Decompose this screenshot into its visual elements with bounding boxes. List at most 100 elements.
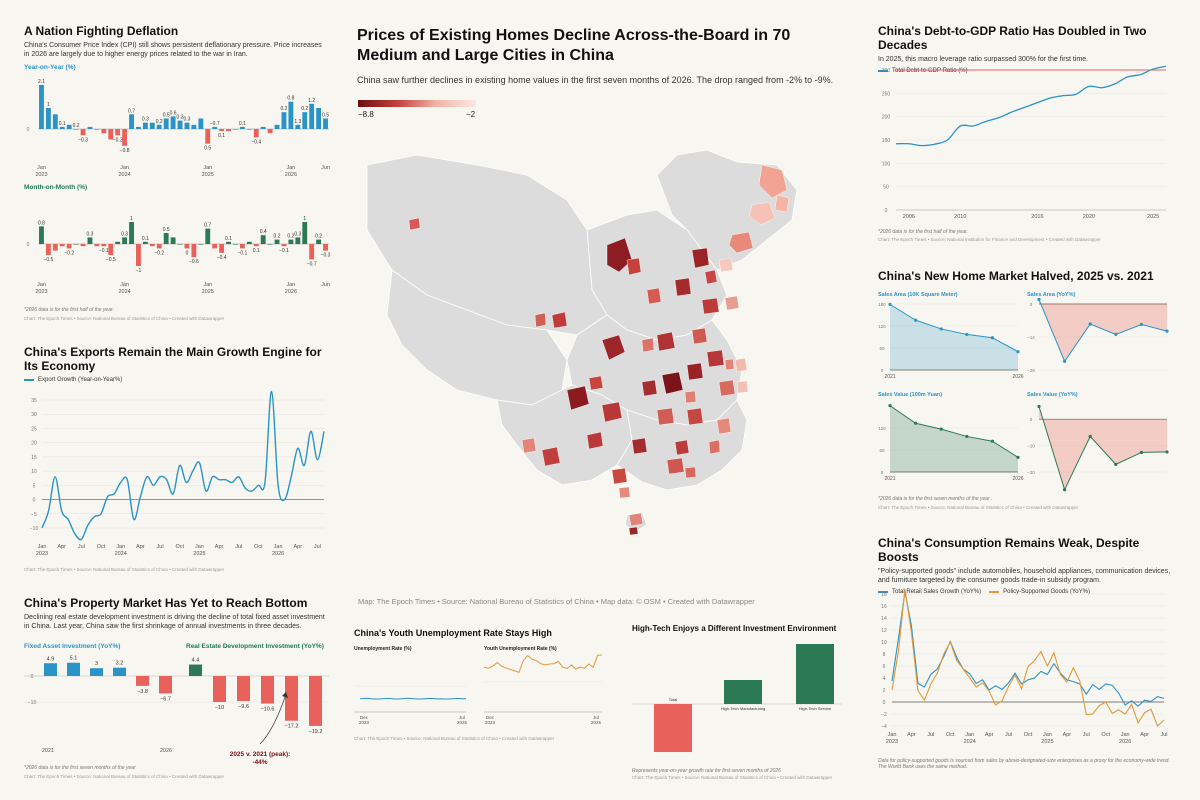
consumption-x-tick: Apr [985, 732, 994, 738]
fai-bar [136, 676, 149, 686]
cpi_yoy-bar [267, 129, 273, 134]
consumption-y-tick: 10 [881, 640, 887, 646]
map-city-chongqing [601, 401, 623, 423]
hightech-category-label: Total [669, 697, 678, 702]
sales_area_yoy-point [1063, 359, 1067, 363]
cpi_mom-data-label: −0.2 [64, 250, 74, 256]
map-city-xining [534, 312, 547, 328]
cpi_mom-x-tick: Jan [120, 282, 129, 288]
map-legend-gradient [358, 100, 476, 107]
debt-legend-label: Total Debt-to-GDP Ratio (%) [892, 68, 968, 74]
cpi_mom-bar [177, 244, 183, 245]
cpi_mom-bar [87, 237, 93, 244]
fai-data-label: −3.8 [137, 689, 148, 695]
cpi_yoy-data-label: 2.1 [38, 79, 45, 85]
cpi_yoy-bar [163, 118, 169, 129]
map-city-dalian [718, 257, 734, 273]
consumption-y-tick: 8 [883, 652, 886, 658]
cpi_mom-data-label: −0.1 [99, 248, 109, 254]
cpi_yoy-bar [115, 129, 121, 136]
fai-bar [159, 676, 172, 694]
cpi_yoy-data-label: 0.5 [322, 113, 329, 119]
deflation-title: A Nation Fighting Deflation [24, 24, 179, 38]
sales_area-y-tick: 180 [878, 302, 886, 307]
legend-label-retail: Total Retail Sales Growth (YoY%) [892, 589, 982, 595]
debt-chart: 0 50 100 150 200 250 300 2006 2010 2016 2020 2025 [882, 65, 1167, 220]
sales_value-point [888, 404, 892, 408]
fai-bar [44, 663, 57, 676]
map-source: Map: The Epoch Times • Source: National … [358, 597, 755, 606]
cpi_yoy-data-label: 0.2 [156, 119, 163, 125]
deflation-desc: China's Consumer Price Index (CPI) still… [24, 42, 322, 58]
exports-x-tick: Jul [314, 544, 321, 550]
cpi_yoy-data-label: 0.1 [239, 121, 246, 127]
cpi_yoy-data-label: 1.3 [294, 119, 301, 125]
fai-data-label: 3 [95, 661, 98, 667]
exports-title: China's Exports Remain the Main Growth E… [24, 345, 322, 373]
youth-source: Chart: The Epoch Times • Source: Nationa… [354, 736, 555, 741]
cpi_mom-bar [108, 244, 114, 255]
cpi_yoy-data-label: 0.3 [177, 115, 184, 121]
fai-bar [90, 668, 103, 676]
cpi_mom-bar [66, 244, 72, 249]
cpi_mom-bar [302, 222, 308, 244]
cpi_mom-data-label: 1 [303, 216, 306, 222]
sales_area-point [914, 318, 918, 322]
cpi_mom-x-tick: Jan [203, 282, 212, 288]
cpi_mom-data-label: −0.1 [279, 248, 289, 254]
fai-data-label: 5.1 [70, 656, 78, 662]
exports-x-tick: Jan [38, 544, 47, 550]
hightech-bar [796, 644, 834, 704]
cpi_yoy-bar [87, 126, 93, 129]
map-city-harbin [758, 164, 788, 199]
cpi_yoy-data-label: 0.2 [280, 106, 287, 112]
deflation-note: *2026 data is for the first half of the … [24, 307, 114, 313]
map-city-haikou [628, 512, 644, 527]
cpi_yoy-bar [198, 118, 204, 129]
exports-y-tick: 5 [33, 483, 36, 489]
debt-y-tick: 100 [882, 161, 891, 167]
consumption-y-tick: 18 [881, 592, 887, 598]
fai-data-label: −6.7 [160, 696, 171, 702]
cpi_yoy-bar [309, 103, 315, 129]
sales_value_yoy-y-tick: −10 [1027, 444, 1035, 449]
cpi_mom-data-label: 0.8 [38, 220, 45, 226]
debt-x-tick: 2016 [1031, 214, 1043, 220]
sales_area-point [939, 327, 943, 331]
consumption-x-tick: Jan [888, 732, 897, 738]
consumption-x-tick-year: 2024 [964, 739, 976, 745]
sales_value-point [914, 421, 918, 425]
cpi_mom-bar [149, 244, 155, 247]
newhome-source: Chart: The Epoch Times • Source: Nationa… [878, 505, 1079, 510]
property-annotation-value: -44% [252, 759, 267, 766]
sales_area-point [965, 332, 969, 337]
cpi_yoy-bar [239, 126, 245, 129]
cpi_mom-bar [267, 244, 273, 245]
fai-data-label: 3.2 [116, 661, 124, 667]
unemp-line [359, 697, 466, 700]
china-map-cities [408, 164, 790, 536]
cpi_yoy-bar [108, 129, 114, 140]
map-city-tianjin [704, 269, 718, 285]
sales-area-label: Sales Area (10K Square Meter) [878, 292, 958, 298]
cpi_yoy-bar [45, 108, 51, 129]
consumption-legend: Total Retail Sales Growth (YoY%) Policy-… [878, 589, 1178, 595]
unemp-x-tick-year: 2026 [457, 720, 468, 725]
sales-value-yoy-label: Sales Value (YoY%) [1027, 392, 1078, 398]
sales_area-area [890, 304, 1018, 370]
cpi_mom-data-label: −0.3 [321, 253, 331, 259]
map-city-changchun [748, 201, 776, 226]
fai-bar [113, 667, 126, 676]
map-city-shenyang [728, 231, 754, 254]
cpi_mom-bar [219, 244, 225, 253]
sales_area-point [888, 302, 892, 306]
map-city-taiyuan [646, 287, 662, 305]
cpi_mom-bar [212, 244, 218, 249]
map-city-guiyang [586, 431, 604, 450]
cpi_yoy-bar [170, 116, 176, 129]
map-city-beihai [618, 486, 631, 499]
cpi_yoy-data-label: 0.1 [218, 133, 225, 139]
cpi_mom-bar [52, 244, 58, 251]
map-city-wuhan [661, 371, 684, 395]
map-city-yichang [641, 379, 658, 397]
